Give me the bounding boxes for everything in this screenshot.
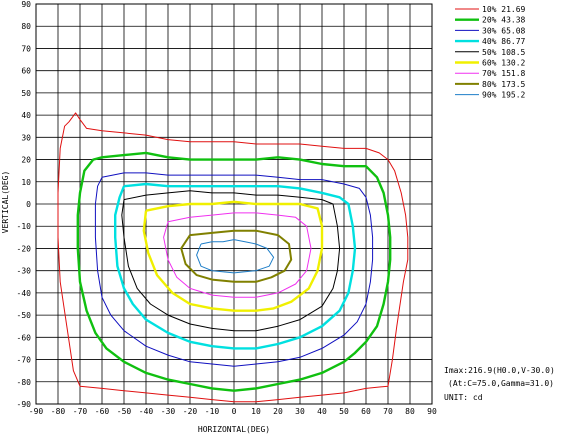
contour-line-7	[163, 212, 312, 298]
legend-label: 90% 195.2	[482, 91, 526, 100]
y-tick-label: -30	[17, 267, 32, 276]
contour-line-8	[180, 229, 293, 283]
contour-line-3	[94, 172, 374, 367]
x-tick-label: 20	[273, 407, 283, 416]
x-tick-label: 90	[427, 407, 437, 416]
x-tick-label: 40	[317, 407, 327, 416]
x-tick-labels: -90 -80 -70 -60 -50 -40 -30 -20 -10 0 10 20 30 40 50 60…	[29, 407, 437, 416]
y-tick-labels: 90 80 70 60 50 40 30 20 10 0 -10 -20 -30 -40 -50 -60 -70…	[17, 0, 32, 409]
contour-series	[57, 112, 409, 403]
x-tick-label: -60	[95, 407, 110, 416]
imax-text: Imax:216.9(H0.0,V-30.0)	[444, 366, 555, 375]
contour-line-2	[76, 151, 392, 392]
x-tick-label: 60	[361, 407, 371, 416]
y-tick-label: -80	[17, 378, 32, 387]
y-tick-label: 20	[21, 156, 31, 165]
x-tick-label: -30	[161, 407, 176, 416]
y-tick-label: 10	[21, 178, 31, 187]
y-tick-label: -20	[17, 244, 32, 253]
x-tick-label: -90	[29, 407, 44, 416]
x-tick-label: 10	[251, 407, 261, 416]
at-text: (At:C=75.0,Gamma=31.0)	[448, 379, 554, 388]
x-tick-label: -20	[183, 407, 198, 416]
y-tick-label: 0	[26, 200, 31, 209]
x-tick-label: -40	[139, 407, 154, 416]
contour-line-1	[57, 112, 409, 403]
x-tick-label: -50	[117, 407, 132, 416]
legend-label: 40% 86.77	[482, 37, 526, 46]
legend-label: 30% 65.08	[482, 26, 526, 35]
x-tick-label: -80	[51, 407, 66, 416]
legend-label: 70% 151.8	[482, 69, 526, 78]
plot-border	[35, 3, 433, 405]
legend-label: 10% 21.69	[482, 5, 526, 14]
plot-frame	[35, 3, 433, 405]
legend-label: 50% 108.5	[482, 48, 526, 57]
y-tick-label: 60	[21, 67, 31, 76]
y-tick-label: -10	[17, 222, 32, 231]
x-tick-label: 80	[405, 407, 415, 416]
contour-line-6	[142, 200, 324, 312]
y-axis-title: VERTICAL(DEG)	[1, 171, 10, 234]
contour-line-9	[196, 239, 275, 274]
y-tick-label: -90	[17, 400, 32, 409]
x-tick-label: 0	[232, 407, 237, 416]
y-tick-label: 90	[21, 0, 31, 9]
contour-line-5	[121, 190, 341, 332]
contour-line-4	[114, 182, 357, 350]
legend-label: 60% 130.2	[482, 59, 526, 68]
x-tick-label: 70	[383, 407, 393, 416]
y-tick-label: 50	[21, 89, 31, 98]
y-tick-label: -70	[17, 356, 32, 365]
x-tick-label: -10	[205, 407, 220, 416]
legend-label: 20% 43.38	[482, 16, 526, 25]
x-tick-label: 50	[339, 407, 349, 416]
x-tick-label: -70	[73, 407, 88, 416]
info-block: Imax:216.9(H0.0,V-30.0) (At:C=75.0,Gamma…	[444, 366, 555, 402]
x-axis-title: HORIZONTAL(DEG)	[198, 425, 270, 434]
y-tick-label: 70	[21, 44, 31, 53]
x-tick-label: 30	[295, 407, 305, 416]
y-tick-label: -50	[17, 311, 32, 320]
legend-label: 80% 173.5	[482, 80, 526, 89]
unit-text: UNIT: cd	[444, 393, 483, 402]
y-tick-label: -60	[17, 333, 32, 342]
y-tick-label: 80	[21, 22, 31, 31]
y-tick-label: 30	[21, 133, 31, 142]
y-tick-label: 40	[21, 111, 31, 120]
y-tick-label: -40	[17, 289, 32, 298]
